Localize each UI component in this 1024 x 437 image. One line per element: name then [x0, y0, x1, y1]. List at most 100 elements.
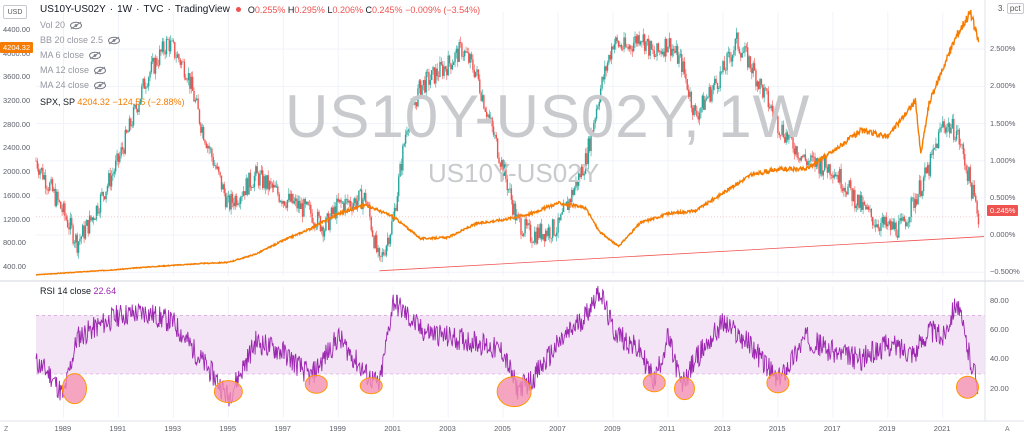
spread-candle-body [469, 54, 471, 63]
rsi-legend[interactable]: RSI 14 close 22.64 [40, 286, 116, 296]
spread-candle-body [942, 121, 944, 128]
spread-candle-body [256, 166, 258, 174]
spread-candle-body [723, 61, 726, 71]
spread-candle-body [304, 198, 306, 204]
hidden-eye-icon[interactable] [88, 51, 102, 60]
spread-candle-body [904, 221, 907, 227]
spread-candle-body [694, 105, 697, 111]
spread-candle-body [561, 212, 563, 215]
spread-candle-body [363, 192, 366, 200]
spread-candle-body [690, 91, 693, 108]
spread-candle-body [932, 148, 934, 155]
currency-button[interactable]: USD [3, 5, 27, 19]
spread-candle-body [88, 215, 91, 234]
symbol-name[interactable]: US10Y-US02Y [40, 4, 106, 15]
spx-legend[interactable]: SPX, SP 4204.32 −124.56 (−2.88%) [40, 97, 185, 107]
spread-candle-body [514, 203, 517, 221]
spread-candle-body [781, 124, 783, 136]
spread-candle-body [503, 164, 506, 176]
spread-candle-body [377, 247, 379, 252]
spread-candle-body [113, 171, 116, 174]
indicator-vol[interactable]: Vol 20 [40, 20, 83, 30]
spread-candle-body [180, 61, 183, 65]
spread-candle-body [714, 78, 716, 86]
indicator-ma12[interactable]: MA 12 close [40, 65, 107, 75]
spread-candle-body [300, 203, 302, 209]
hidden-eye-icon[interactable] [69, 21, 83, 30]
zoom-button[interactable]: Z [4, 426, 9, 433]
spread-candle-body [130, 118, 132, 127]
spread-candle-body [305, 201, 308, 204]
indicator-bb[interactable]: BB 20 close 2.5 [40, 35, 121, 45]
spread-candle-body [553, 219, 555, 236]
spread-candle-body [94, 218, 96, 220]
spread-candle-body [358, 190, 360, 201]
auto-scale-button[interactable]: A [1005, 426, 1010, 433]
hidden-eye-icon[interactable] [107, 36, 121, 45]
spread-candle-body [400, 163, 403, 171]
spread-candle-body [972, 184, 974, 199]
hidden-eye-icon[interactable] [93, 66, 107, 75]
spread-candle-body [909, 216, 911, 223]
spread-candle-body [294, 198, 297, 202]
indicator-ma24[interactable]: MA 24 close [40, 80, 107, 90]
spread-candle-body [213, 165, 216, 166]
spread-candle-body [334, 206, 337, 219]
right-axis-tick: −0.500% [990, 267, 1020, 277]
hidden-eye-icon[interactable] [93, 81, 107, 90]
spread-candle-body [715, 78, 717, 84]
spread-candle-body [333, 206, 335, 215]
spread-candle-body [527, 223, 529, 226]
spread-candle-body [716, 83, 719, 89]
spread-candle-body [451, 64, 453, 70]
spread-candle-body [696, 110, 698, 116]
spread-candle-body [134, 104, 136, 108]
spread-candle-body [473, 69, 475, 77]
scale-button[interactable]: 3. pct [998, 3, 1024, 14]
spread-candle-body [198, 109, 201, 124]
interval-label[interactable]: 1W [117, 4, 133, 15]
spread-candle-body [582, 166, 584, 176]
indicator-label: MA 12 close [40, 65, 90, 75]
market-status-dot [235, 7, 241, 12]
spread-candle-body [818, 163, 820, 174]
time-axis-tick: 2017 [823, 424, 841, 433]
spread-candle-body [799, 158, 801, 161]
spread-candle-body [275, 186, 278, 188]
spread-candle-body [632, 42, 635, 52]
spread-candle-body [889, 220, 892, 230]
spread-candle-body [586, 153, 588, 165]
spread-candle-body [229, 195, 231, 210]
spread-candle-body [703, 95, 705, 110]
spread-candle-body [535, 231, 537, 244]
spread-candle-body [399, 163, 401, 177]
indicator-ma6[interactable]: MA 6 close [40, 50, 102, 60]
spread-candle-body [411, 102, 414, 104]
spread-candle-body [836, 175, 838, 177]
spread-candle-body [46, 188, 48, 190]
spread-candle-body [296, 198, 298, 209]
spread-candle-body [796, 146, 798, 158]
spread-candle-body [686, 79, 688, 90]
brand-label: TradingView [174, 4, 230, 15]
spread-candle-body [297, 200, 300, 209]
spread-candle-body [238, 203, 241, 205]
spread-candle-body [764, 87, 767, 89]
spread-candle-body [705, 98, 708, 100]
spread-candle-body [246, 178, 249, 195]
spread-candle-body [69, 217, 72, 230]
spread-candle-body [194, 100, 197, 102]
spread-candle-body [190, 76, 192, 89]
spread-candle-body [79, 238, 81, 242]
spread-candle-body [477, 69, 480, 80]
spread-candle-body [373, 236, 375, 248]
spread-candle-body [435, 68, 437, 84]
spread-candle-body [136, 109, 139, 113]
spread-candle-body [219, 171, 221, 176]
spread-candle-body [509, 188, 511, 190]
spread-candle-body [44, 175, 47, 189]
spread-candle-body [169, 40, 172, 52]
spread-candle-body [652, 49, 654, 51]
spread-candle-body [812, 156, 815, 158]
